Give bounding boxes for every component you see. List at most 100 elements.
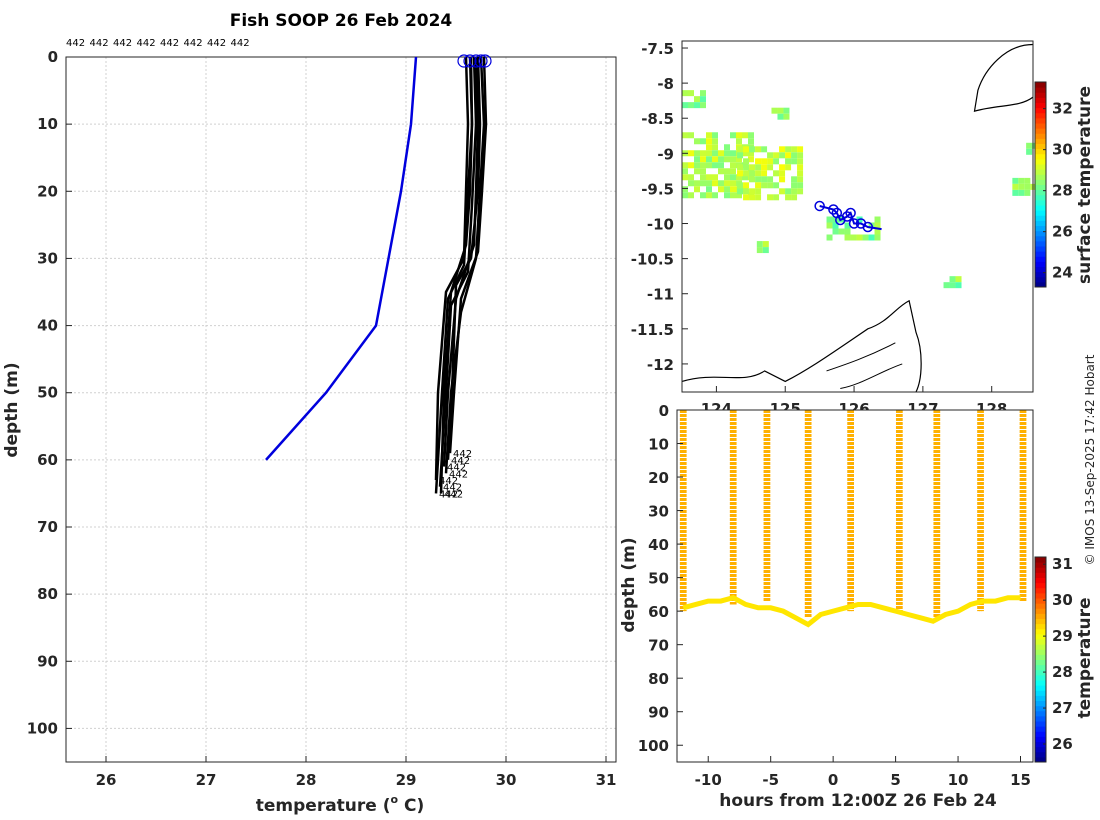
- sst-pixel: [742, 132, 748, 139]
- section-tick-label-y: 20: [648, 469, 669, 487]
- sst-pixel: [737, 170, 744, 177]
- sst-pixel: [1012, 189, 1019, 196]
- sst-pixel: [785, 146, 792, 153]
- sst-pixel: [844, 234, 851, 241]
- sst-pixel: [755, 164, 762, 171]
- track-station: [862, 221, 874, 233]
- map-tick-label-y: -11: [647, 286, 674, 304]
- sst-pixel: [706, 132, 712, 139]
- section-colorbar-tick-label: 29: [1052, 627, 1073, 645]
- sst-pixel: [706, 138, 712, 145]
- map-colorbar-segment: [1035, 169, 1046, 175]
- credit-text: © IMOS 13-Sep-2025 17:42 Hobart: [1083, 354, 1097, 565]
- section-tick-label-y: 70: [648, 637, 669, 655]
- map-colorbar-tick-label: 32: [1052, 100, 1073, 118]
- sst-pixel: [682, 174, 688, 181]
- section-tick-label-x: 10: [948, 771, 969, 789]
- sst-pixel: [724, 174, 730, 181]
- sst-pixel: [773, 182, 780, 189]
- sst-pixel: [791, 152, 798, 159]
- sst-pixel: [862, 234, 869, 241]
- map-colorbar-segment: [1035, 107, 1046, 114]
- sst-pixel: [856, 234, 863, 241]
- sst-pixel: [826, 216, 833, 223]
- sst-pixel: [743, 164, 750, 171]
- sst-pixel: [749, 170, 756, 177]
- map-colorbar-segment: [1035, 281, 1046, 288]
- coastline-timor: [973, 43, 1034, 113]
- track-station: [814, 200, 825, 212]
- section-colorbar-segment: [1035, 726, 1046, 732]
- top-label: 442: [113, 38, 132, 49]
- sst-pixel: [761, 164, 768, 171]
- sst-pixel: [756, 247, 763, 254]
- sst-pixel: [874, 222, 881, 229]
- section-colorbar-segment: [1035, 649, 1046, 655]
- sst-pixel: [700, 90, 706, 97]
- sst-pixel: [771, 107, 778, 114]
- sst-pixel: [785, 164, 792, 171]
- map-colorbar-tick-label: 28: [1052, 182, 1073, 200]
- sst-pixel: [826, 222, 833, 229]
- sst-pixel: [694, 168, 700, 175]
- sst-pixel: [718, 156, 724, 163]
- map-colorbar-segment: [1035, 148, 1046, 155]
- section-panel: 0 10 20 30 40 50 60 70 80 90 100 -10 -5 0 5 10 15 26 27 28 2…: [638, 402, 1073, 789]
- section-tick-label-y: 50: [648, 570, 669, 588]
- section-colorbar-segment: [1035, 557, 1046, 563]
- sst-pixel: [743, 158, 750, 165]
- map-tick-label-y: -8: [657, 75, 674, 93]
- map-colorbar-segment: [1035, 225, 1046, 232]
- map-colorbar-segment: [1035, 271, 1046, 278]
- profile-tick-label-y: 30: [37, 249, 58, 267]
- profile-end-label: 442: [444, 489, 463, 500]
- sst-pixel: [826, 234, 833, 241]
- section-colorbar-segment: [1035, 628, 1046, 635]
- sst-pixel: [767, 152, 774, 159]
- profile-tick-label-y: 100: [27, 719, 58, 737]
- profile-end-label: 442: [439, 476, 458, 487]
- sst-pixel: [1012, 183, 1019, 190]
- map-colorbar-segment: [1035, 246, 1046, 252]
- map-axes-box: [681, 40, 1034, 393]
- map-tick-label-y: -10.5: [631, 251, 674, 269]
- sst-pixel: [694, 162, 700, 169]
- sst-pixel: [700, 174, 706, 181]
- profile-end-label: 442: [443, 483, 462, 494]
- map-colorbar-segment: [1035, 205, 1046, 211]
- map-colorbar-segment: [1035, 266, 1046, 273]
- sst-pixel: [783, 107, 790, 114]
- sst-pixel: [706, 144, 712, 151]
- sst-pixel: [743, 182, 750, 189]
- sst-pixel: [724, 186, 730, 193]
- profile-end-label: 442: [449, 469, 468, 480]
- sst-pixel: [712, 162, 718, 169]
- sst-pixel: [688, 150, 694, 157]
- sst-pixel: [730, 186, 736, 193]
- sst-pixel: [718, 150, 724, 157]
- sst-pixel: [748, 156, 754, 163]
- sst-pixel: [694, 138, 700, 145]
- sst-pixel: [730, 150, 736, 157]
- map-colorbar-segment: [1035, 164, 1046, 170]
- map-colorbar-tick-label: 26: [1052, 223, 1073, 241]
- sst-pixel: [737, 182, 744, 189]
- profile-tick-label-x: 29: [396, 771, 417, 789]
- sst-pixel: [712, 150, 718, 157]
- map-colorbar-segment: [1035, 138, 1046, 144]
- sst-pixel: [761, 176, 768, 183]
- sst-pixel: [874, 228, 881, 235]
- sst-pixel: [755, 182, 762, 189]
- sst-pixel: [785, 152, 792, 159]
- sst-pixel: [724, 144, 730, 151]
- map-colorbar-box: [1034, 81, 1047, 288]
- surface-marker: [469, 54, 483, 68]
- sst-pixel: [688, 90, 694, 97]
- sst-pixel: [1026, 142, 1033, 149]
- sst-pixel: [749, 188, 756, 195]
- sst-pixel: [874, 216, 881, 223]
- sst-pixel: [730, 180, 736, 187]
- profile-line: [434, 56, 474, 494]
- sst-pixel: [743, 188, 750, 195]
